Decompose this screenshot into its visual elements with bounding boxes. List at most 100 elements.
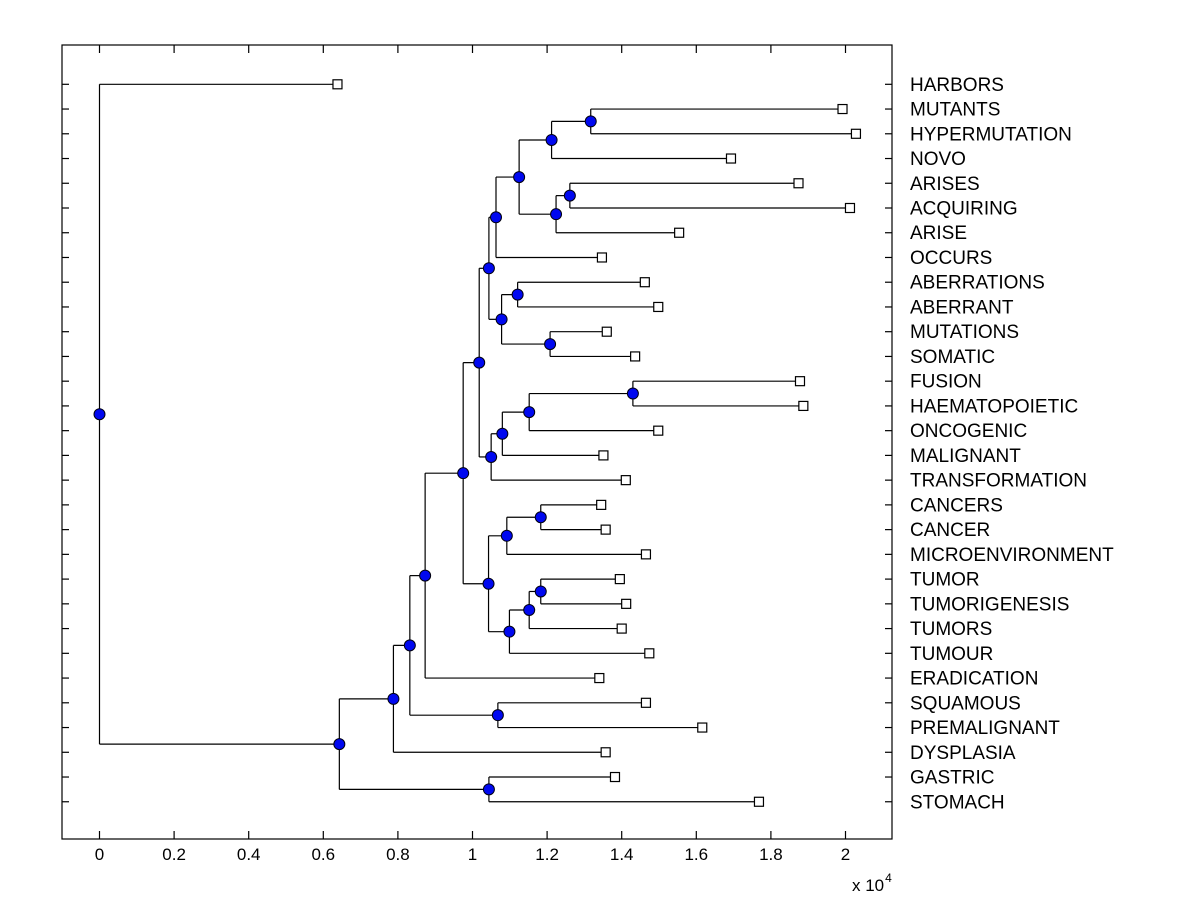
leaf-marker [616,623,627,634]
leaf-marker [630,351,641,362]
leaf-label: GASTRIC [910,768,994,789]
leaf-marker [697,722,708,733]
x-tick-label: 1.2 [535,845,559,864]
leaf-marker [850,128,862,139]
branch-node-marker [491,709,504,722]
leaf-marker [600,524,611,535]
leaf-marker [596,252,608,263]
leaf-label: TUMOUR [910,644,993,665]
x-tick-label: 1.4 [610,845,634,864]
branch-node-marker [496,427,509,440]
leaf-marker [653,425,664,436]
leaf-marker [640,697,652,708]
leaf-label: TRANSFORMATION [910,471,1087,492]
leaf-marker [653,301,664,313]
leaf-marker [601,326,612,337]
branch-node-marker [482,577,495,590]
leaf-marker [621,598,632,609]
x-tick-label: 0 [95,845,104,864]
leaf-label: TUMORIGENESIS [910,594,1069,615]
branch-node-marker [511,288,524,301]
leaf-label: SQUAMOUS [910,693,1021,714]
leaf-marker [614,573,625,585]
branch-node-marker [333,738,346,751]
leaf-label: ARISE [910,223,967,244]
leaf-marker [332,79,343,90]
leaf-marker [600,747,611,758]
leaf-label: MUTANTS [910,100,1000,121]
x-axis-multiplier: x 104 [852,871,892,895]
leaf-marker [794,376,806,387]
branch-node-marker [513,171,526,184]
leaf-marker [596,499,607,510]
x-tick-label: 0.6 [311,845,335,864]
branch-node-marker [584,115,597,128]
branch-node-marker [523,406,536,419]
branch-node-marker [563,189,576,202]
leaf-marker [598,450,609,461]
x-tick-label: 1.6 [684,845,708,864]
branch-node-marker [482,262,495,275]
leaf-marker [793,178,804,189]
leaf-label: STOMACH [910,792,1005,813]
branch-node-marker [544,338,557,351]
branch-node-marker [495,313,508,326]
leaf-label: MALIGNANT [910,446,1021,467]
leaf-label: TUMOR [910,570,980,591]
branch-node-marker [500,529,513,542]
x-tick-label: 0.8 [386,845,410,864]
x-tick-label: 0.4 [237,845,261,864]
leaf-label: FUSION [910,372,982,393]
leaf-marker [725,153,737,164]
branch-node-marker [545,133,558,146]
branch-node-marker [419,569,432,582]
leaf-label: ABERRATIONS [910,273,1045,294]
leaf-label: ERADICATION [910,669,1038,690]
leaf-label: PREMALIGNANT [910,718,1060,739]
leaf-label: ACQUIRING [910,199,1018,220]
branch-node-marker [503,625,516,638]
branch-node-marker [550,208,563,221]
leaf-label: CANCERS [910,495,1003,516]
branch-node-marker [457,467,470,480]
x-tick-label: 2 [841,845,850,864]
leaf-label: HARBORS [910,75,1004,96]
branch-node-marker [534,585,547,598]
leaf-label: SOMATIC [910,347,995,368]
branch-node-marker [482,783,495,796]
leaf-marker [620,475,631,486]
x-tick-label: 0.2 [162,845,186,864]
leaf-label: MICROENVIRONMENT [910,545,1114,566]
leaf-marker [798,400,809,412]
branch-node-marker [473,356,486,369]
plot-frame [61,44,893,840]
leaf-label: DYSPLASIA [910,743,1016,764]
branch-node-marker [626,387,639,400]
leaf-label: NOVO [910,149,966,170]
leaf-marker [639,277,650,288]
branch-node-marker [93,408,106,421]
leaf-label: ONCOGENIC [910,421,1027,442]
branch-node-marker [534,511,547,524]
x-tick-label: 1.8 [759,845,783,864]
leaf-marker [640,549,652,560]
leaf-marker [674,227,685,238]
leaf-label: ARISES [910,174,980,195]
leaf-marker [837,103,848,115]
leaf-marker [609,771,621,783]
leaf-label: OCCURS [910,248,992,269]
branch-node-marker [403,639,416,652]
leaf-marker [644,648,655,659]
leaf-label: TUMORS [910,619,992,640]
leaf-label: HYPERMUTATION [910,124,1072,145]
leaf-marker [753,796,765,807]
branch-node-marker [489,211,502,224]
leaf-label: CANCER [910,520,990,541]
leaf-label: MUTATIONS [910,322,1019,343]
branch-node-marker [387,692,400,705]
x-tick-label: 1 [468,845,477,864]
leaf-marker [844,202,856,214]
leaf-label: ABERRANT [910,297,1014,318]
